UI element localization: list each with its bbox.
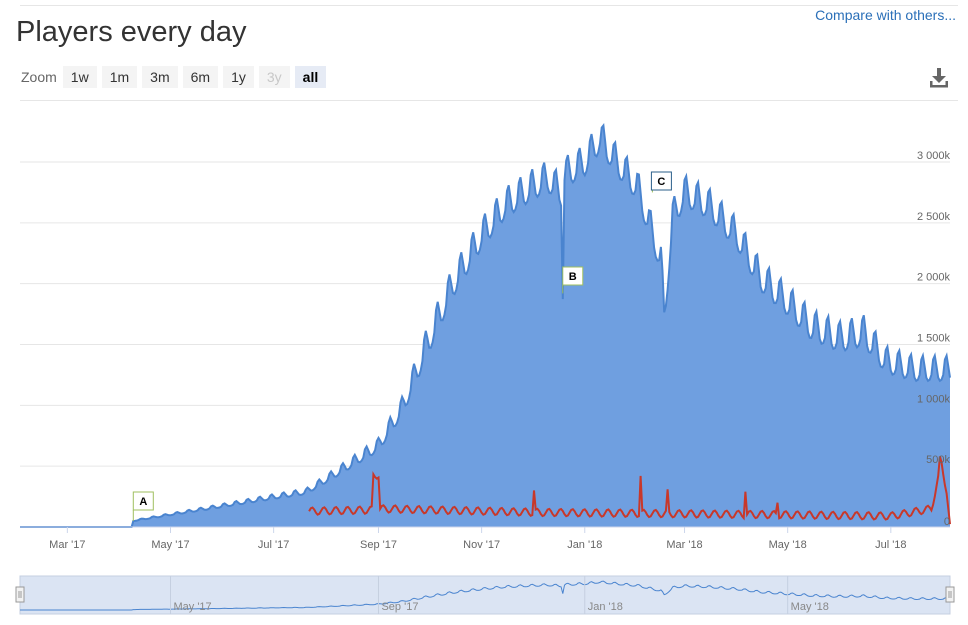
y-tick-label: 2 000k: [917, 272, 951, 284]
top-rule: [20, 5, 958, 6]
x-tick-label: Sep '17: [360, 539, 397, 551]
flag-b-label: B: [569, 271, 577, 283]
download-icon[interactable]: [928, 66, 950, 90]
navigator-label: May '17: [173, 601, 211, 613]
navigator-label: Sep '17: [381, 601, 418, 613]
navigator-mask[interactable]: [19, 575, 951, 615]
y-tick-label: 3 000k: [917, 150, 951, 162]
y-axis: 0 500k 1 000k 1 500k 2 000k 2 500k 3 000k: [917, 150, 951, 528]
navigator[interactable]: May '17 Sep '17 Jan '18 May '18: [15, 575, 955, 615]
players-line[interactable]: [20, 123, 951, 528]
plot-area[interactable]: [20, 123, 951, 528]
zoom-toolbar: Zoom 1w 1m 3m 6m 1y 3y all: [21, 66, 331, 88]
zoom-button-3m[interactable]: 3m: [142, 66, 178, 88]
x-tick-label: Jan '18: [567, 539, 602, 551]
event-flags: A B C: [132, 171, 672, 521]
x-tick-label: May '18: [769, 539, 807, 551]
zoom-label: Zoom: [21, 69, 57, 85]
y-tick-label: 1 000k: [917, 393, 951, 405]
x-tick-label: May '17: [151, 539, 189, 551]
compare-link[interactable]: Compare with others...: [815, 7, 956, 23]
flag-c[interactable]: [650, 171, 672, 191]
navigator-handle-right[interactable]: [945, 586, 955, 603]
x-tick-label: Jul '17: [258, 539, 289, 551]
navigator-series: [20, 580, 951, 611]
header-separator: [20, 100, 958, 101]
navigator-label: Jan '18: [588, 601, 623, 613]
y-tick-label: 1 500k: [917, 333, 951, 345]
x-tick-label: Mar '18: [666, 539, 702, 551]
flag-a[interactable]: [132, 491, 154, 511]
y-tick-label: 500k: [926, 454, 950, 466]
zoom-button-6m[interactable]: 6m: [182, 66, 219, 88]
navigator-label: May '18: [791, 601, 829, 613]
second-series-line[interactable]: [308, 456, 951, 525]
page-title: Players every day: [16, 16, 247, 48]
flag-a-label: A: [139, 496, 147, 508]
x-tick-label: Mar '17: [49, 539, 85, 551]
players-area[interactable]: [20, 125, 950, 528]
x-tick-label: Jul '18: [875, 539, 906, 551]
x-axis: Mar '17 May '17 Jul '17 Sep '17 Nov '17 Jan '…: [49, 527, 907, 551]
zoom-button-1m[interactable]: 1m: [101, 66, 138, 88]
zoom-button-all[interactable]: all: [294, 66, 327, 88]
flag-c-label: C: [657, 176, 665, 188]
y-tick-label: 2 500k: [917, 211, 951, 223]
y-tick-label: 0: [944, 516, 950, 528]
navigator-handle-left[interactable]: [15, 586, 25, 603]
zoom-button-3y: 3y: [258, 66, 290, 88]
x-tick-label: Nov '17: [463, 539, 500, 551]
zoom-button-1y[interactable]: 1y: [223, 66, 254, 88]
zoom-button-1w[interactable]: 1w: [62, 66, 97, 88]
flag-b[interactable]: [562, 266, 584, 286]
